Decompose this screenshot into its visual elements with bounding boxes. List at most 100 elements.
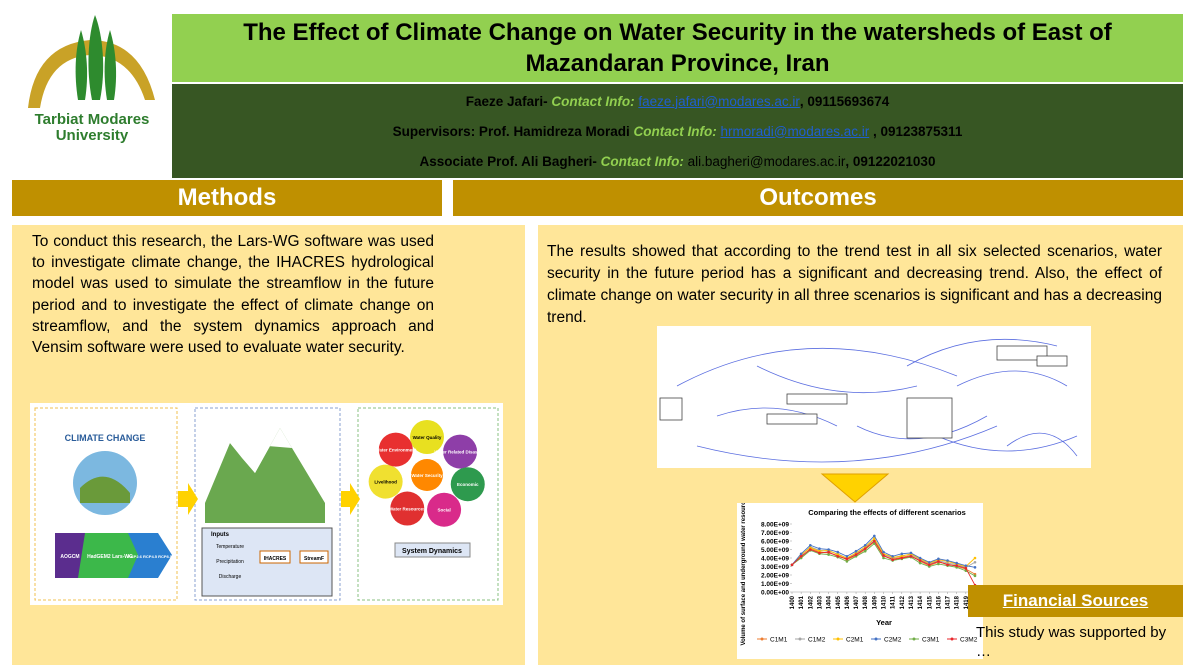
data-point <box>863 543 867 547</box>
legend-marker <box>874 637 878 641</box>
x-tick-label: 1400 <box>790 595 796 609</box>
y-tick-label: 7.00E+09 <box>761 530 789 537</box>
data-point <box>927 563 931 567</box>
data-point <box>809 543 812 547</box>
topic-circle <box>427 492 462 527</box>
figure-label: CLIMATE CHANGE <box>65 433 146 443</box>
financial-heading: Financial Sources <box>968 585 1183 617</box>
author-name: Faeze Jafari- <box>465 93 552 109</box>
logo-arch <box>28 40 155 108</box>
phone: , 09122021030 <box>845 153 936 169</box>
data-point <box>900 556 904 560</box>
data-point <box>964 566 968 570</box>
data-point <box>836 550 840 554</box>
contact-label: Contact Info: <box>551 93 639 109</box>
legend-label: C3M1 <box>922 637 940 644</box>
email-link[interactable]: faeze.jafari@modares.ac.ir <box>638 93 800 109</box>
x-tick-label: 1414 <box>918 595 924 609</box>
data-point <box>918 559 922 562</box>
methods-text: To conduct this research, the Lars-WG so… <box>32 233 434 357</box>
legend-label: C2M1 <box>846 637 864 644</box>
x-tick-label: 1413 <box>909 595 915 609</box>
data-point <box>946 563 949 567</box>
x-tick-label: 1419 <box>964 595 970 609</box>
data-point <box>790 563 794 567</box>
legend-marker <box>836 637 840 641</box>
data-point <box>818 547 821 550</box>
center-circle <box>411 459 443 491</box>
y-tick-label: 0.00E+00 <box>761 590 789 597</box>
data-point <box>955 561 958 565</box>
topic-circle <box>390 491 425 526</box>
logo: Tarbiat Modares University <box>28 15 155 144</box>
x-tick-label: 1412 <box>900 595 906 609</box>
y-axis-label: Volume of surface and underground water … <box>741 503 747 645</box>
data-point <box>937 560 940 563</box>
legend-marker <box>912 637 916 641</box>
data-point <box>836 555 840 558</box>
data-point <box>873 534 876 538</box>
email-link[interactable]: hrmoradi@modares.ac.ir <box>720 123 870 139</box>
legend-label: C1M1 <box>770 637 788 644</box>
figure-label: Temperature <box>216 544 244 550</box>
data-point <box>973 560 977 564</box>
data-point <box>854 549 858 553</box>
topic-circle <box>450 467 485 502</box>
system-dynamics-diagram <box>657 326 1091 468</box>
x-tick-label: 1411 <box>891 595 897 609</box>
figure-label: Livelihood <box>374 480 397 485</box>
step <box>78 533 140 578</box>
author-line: Supervisors: Prof. Hamidreza Moradi Cont… <box>393 124 963 139</box>
x-tick-label: 1408 <box>863 595 869 609</box>
data-point <box>973 574 977 578</box>
email: ali.bagheri@modares.ac.ir <box>687 153 846 169</box>
figure-label: Water Security <box>411 473 443 478</box>
panel <box>357 407 499 601</box>
data-point <box>937 562 940 566</box>
x-tick-label: 1402 <box>808 595 814 609</box>
outcomes-heading: Outcomes <box>453 180 1183 216</box>
diagram-links <box>676 338 1078 463</box>
arrow <box>178 483 198 515</box>
figure-label: Water Resources <box>389 507 426 512</box>
x-tick-label: 1418 <box>955 595 961 609</box>
x-tick-label: 1401 <box>799 595 805 609</box>
contact-label: Contact Info: <box>600 153 688 169</box>
data-point <box>937 557 940 561</box>
panel <box>194 407 341 601</box>
x-tick-label: 1405 <box>836 595 842 609</box>
data-point <box>818 551 821 555</box>
legend-label: C1M2 <box>808 637 826 644</box>
logo-text: University <box>56 127 129 144</box>
methods-figure: CLIMATE CHANGE AOGCM HadGEM2 Lars-WGRCP2.6… <box>30 403 503 605</box>
methods-heading: Methods <box>12 180 442 216</box>
figure-label: StreamF <box>304 556 324 562</box>
data-point <box>882 556 885 560</box>
data-point <box>809 548 812 551</box>
contact-label: Contact Info: <box>633 123 721 139</box>
data-point <box>909 551 913 555</box>
data-point <box>854 553 858 556</box>
data-point <box>845 557 849 561</box>
data-point <box>827 548 830 551</box>
x-tick-label: 1417 <box>946 595 952 609</box>
topic-circle <box>443 434 478 469</box>
x-tick-label: 1410 <box>882 595 888 609</box>
diagram-stocks <box>659 345 1068 439</box>
y-tick-label: 3.00E+09 <box>761 564 789 571</box>
data-point <box>946 559 949 562</box>
data-point <box>918 561 922 565</box>
title: The Effect of Climate Change on Water Se… <box>243 19 1112 77</box>
topic-circle <box>410 420 444 454</box>
data-point <box>891 555 894 558</box>
model <box>299 550 329 564</box>
model <box>259 550 291 564</box>
data-point <box>909 555 913 558</box>
y-tick-label: 2.00E+09 <box>761 573 789 580</box>
data-point <box>882 550 885 554</box>
line-chart: Comparing the effects of different scena… <box>737 503 983 659</box>
figure-label: IHACRES <box>264 556 287 562</box>
data-point <box>918 556 922 560</box>
data-point <box>873 539 876 543</box>
